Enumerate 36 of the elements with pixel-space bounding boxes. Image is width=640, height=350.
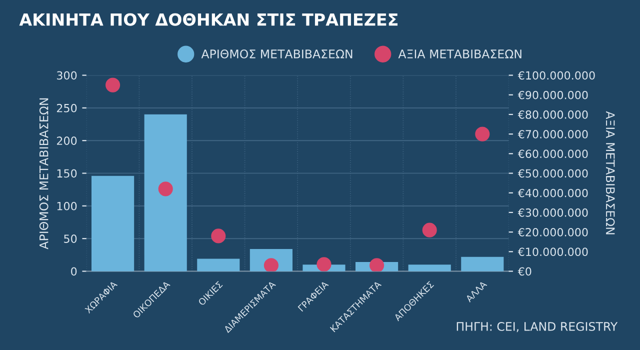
- bar: [461, 256, 504, 272]
- y2-tick-label: €90.000.000: [518, 90, 588, 100]
- legend-label: ΑΞΙΑ ΜΕΤΑΒΙΒΑΣΕΩΝ: [398, 50, 522, 58]
- point: [158, 182, 173, 196]
- text: ΠΗΓΗ: CEI, LAND REGISTRY: [456, 322, 618, 332]
- chart-title: ΑΚΙΝΗΤΑ ΠΟΥ ΔΟΘΗΚΑΝ ΣΤΙΣ ΤΡΑΠΕΖΕΣ: [19, 13, 398, 26]
- point: [475, 126, 490, 142]
- y2-tick-label: €20.000.000: [518, 228, 588, 236]
- y-tick-label: 50: [64, 234, 77, 243]
- y-tick-label: 150: [57, 169, 77, 178]
- y2-tick-label: €60.000.000: [518, 150, 588, 158]
- y-tick-label: 100: [57, 202, 77, 210]
- y-tick-label: 300: [57, 71, 77, 80]
- bar: [197, 258, 240, 272]
- y2-tick-label: €70.000.000: [518, 130, 588, 138]
- y2-tick-label: €100.000.000: [518, 71, 595, 80]
- bar: [92, 176, 134, 272]
- y2-tick-label: €10.000.000: [518, 248, 588, 256]
- y2-tick-label: €40.000.000: [518, 188, 588, 198]
- point: [316, 257, 332, 272]
- point: [422, 222, 437, 238]
- point: [106, 78, 120, 92]
- y-tick-label: 200: [56, 136, 77, 145]
- legend-label: ΑΡΙΘΜΟΣ ΜΕΤΑΒΙΒΑΣΕΩΝ: [201, 49, 352, 58]
- y-tick-label: 0: [71, 267, 77, 276]
- y2-axis-title: ΑΞΙΑ ΜΕΤΑΒΙΒΑΣΕΩΝ: [606, 111, 615, 234]
- point: [370, 258, 384, 272]
- y-tick-label: 250: [56, 104, 77, 112]
- y2-tick-label: €0: [518, 267, 532, 276]
- y2-tick-label: €50.000.000: [518, 169, 588, 178]
- bar: [408, 264, 451, 272]
- y2-tick-label: €80.000.000: [518, 110, 588, 119]
- point: [211, 228, 226, 244]
- bar: [144, 114, 187, 272]
- y-axis-title: ΑΡΙΘΜΟΣ ΜΕΤΑΒΙΒΑΣΕΩΝ: [39, 98, 48, 250]
- y2-tick-label: €30.000.000: [518, 208, 588, 217]
